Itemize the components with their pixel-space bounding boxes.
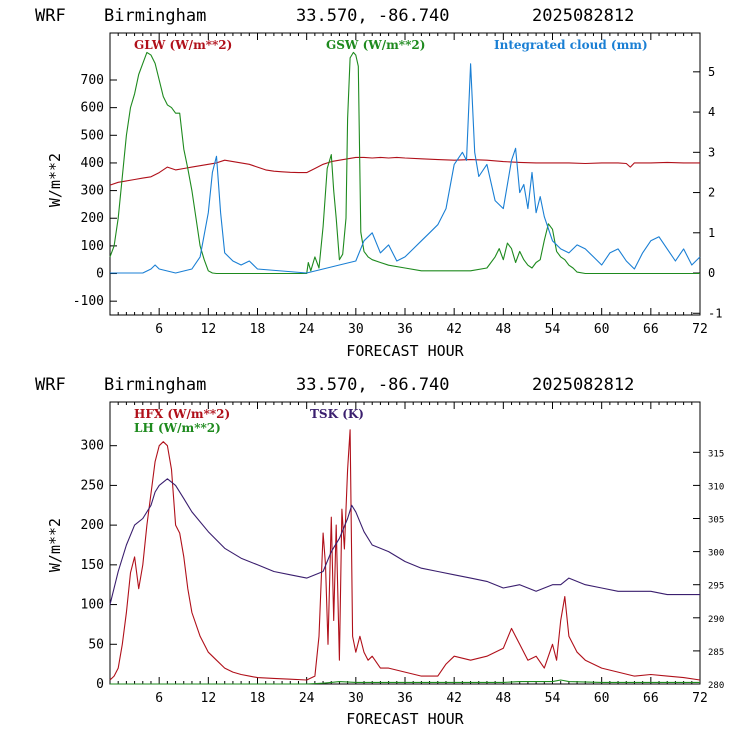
y-tick-label: 150	[81, 558, 104, 573]
panel-1: WRF Birmingham 33.570, -86.740 202508281…	[35, 6, 722, 360]
legend-gsw: GSW (W/m**2)	[326, 38, 425, 52]
x-tick-label: 18	[250, 691, 266, 706]
y2-tick-label: 280	[708, 681, 724, 691]
y2-tick-label: 290	[708, 615, 724, 625]
y-tick-label: 100	[81, 598, 104, 613]
x-tick-label: 42	[446, 322, 462, 337]
x-axis-label: FORECAST HOUR	[346, 710, 464, 728]
y2-tick-label: 1	[708, 226, 715, 240]
legend-hfx: HFX (W/m**2)	[134, 407, 230, 421]
series-line-glw	[109, 156, 700, 186]
header-run: 2025082812	[532, 6, 634, 26]
series-line-hfx	[109, 429, 701, 681]
y2-tick-label: -1	[708, 306, 722, 320]
y-tick-label: 500	[81, 128, 104, 143]
x-axis-label: FORECAST HOUR	[346, 342, 464, 360]
legend-glw: GLW (W/m**2)	[134, 38, 232, 52]
header-model: WRF	[35, 375, 66, 395]
y-tick-label: 0	[96, 267, 104, 282]
axes-ticks: 6 12 18 24 30 36 42 48 54 60 66 72-1000100200300400…	[73, 33, 722, 337]
header-city: Birmingham	[104, 6, 206, 26]
y2-tick-label: 3	[708, 145, 715, 159]
x-tick-label: 30	[348, 691, 364, 706]
panel-2: WRF Birmingham 33.570, -86.740 202508281…	[35, 375, 724, 728]
x-tick-label: 60	[594, 322, 610, 337]
x-tick-label: 6	[155, 322, 163, 337]
y-tick-label: 300	[81, 439, 104, 454]
x-tick-label: 18	[250, 322, 266, 337]
x-tick-label: 72	[692, 691, 708, 706]
plot-frame	[109, 32, 701, 316]
legend-integrated-cloud: Integrated cloud (mm)	[494, 38, 648, 52]
x-tick-label: 66	[643, 691, 659, 706]
y-tick-label: 600	[81, 101, 104, 116]
x-tick-label: 54	[545, 322, 561, 337]
y-axis-label: W/m**2	[46, 153, 64, 207]
legend-tsk: TSK (K)	[310, 407, 364, 421]
y2-tick-label: 295	[708, 582, 724, 592]
header-city: Birmingham	[104, 375, 206, 395]
axes-ticks: 6 12 18 24 30 36 42 48 54 60 66 72 0 50 100 150 200 250 30…	[81, 402, 724, 706]
y-tick-label: 200	[81, 518, 104, 533]
x-tick-label: 48	[496, 322, 512, 337]
series-line-tsk	[109, 478, 700, 605]
x-tick-label: 36	[397, 322, 413, 337]
y-tick-label: -100	[73, 294, 104, 309]
x-tick-label: 66	[643, 322, 659, 337]
series-line-lh	[110, 679, 700, 685]
y2-tick-label: 0	[708, 266, 715, 280]
y2-tick-label: 310	[708, 482, 724, 492]
y2-tick-label: 305	[708, 516, 724, 526]
plot-frame	[109, 401, 701, 685]
x-tick-label: 12	[201, 691, 217, 706]
y2-tick-label: 5	[708, 65, 715, 79]
x-tick-label: 24	[299, 322, 315, 337]
y-tick-label: 300	[81, 184, 104, 199]
y2-tick-label: 300	[708, 549, 724, 559]
x-tick-label: 6	[155, 691, 163, 706]
header-run: 2025082812	[532, 375, 634, 395]
y-tick-label: 200	[81, 211, 104, 226]
series-line-integrated	[110, 63, 701, 274]
series-lines	[109, 51, 701, 275]
x-tick-label: 24	[299, 691, 315, 706]
series-lines	[109, 429, 701, 685]
series-line-gsw	[109, 51, 700, 275]
y-axis-label: W/m**2	[46, 518, 64, 572]
y-tick-label: 50	[88, 637, 104, 652]
y2-tick-label: 285	[708, 648, 724, 658]
x-tick-label: 36	[397, 691, 413, 706]
y-tick-label: 400	[81, 156, 104, 171]
legend-lh: LH (W/m**2)	[134, 421, 221, 435]
y2-tick-label: 315	[708, 449, 724, 459]
y2-tick-label: 4	[708, 105, 715, 119]
header-coords: 33.570, -86.740	[296, 6, 450, 26]
x-tick-label: 42	[446, 691, 462, 706]
y-tick-label: 0	[96, 677, 104, 692]
x-tick-label: 12	[201, 322, 217, 337]
header-coords: 33.570, -86.740	[296, 375, 450, 395]
y-tick-label: 700	[81, 73, 104, 88]
x-tick-label: 54	[545, 691, 561, 706]
y-tick-label: 250	[81, 478, 104, 493]
x-tick-label: 60	[594, 691, 610, 706]
x-tick-label: 48	[496, 691, 512, 706]
x-tick-label: 72	[692, 322, 708, 337]
y2-tick-label: 2	[708, 186, 715, 200]
y-tick-label: 100	[81, 239, 104, 254]
x-tick-label: 30	[348, 322, 364, 337]
header-model: WRF	[35, 6, 66, 26]
